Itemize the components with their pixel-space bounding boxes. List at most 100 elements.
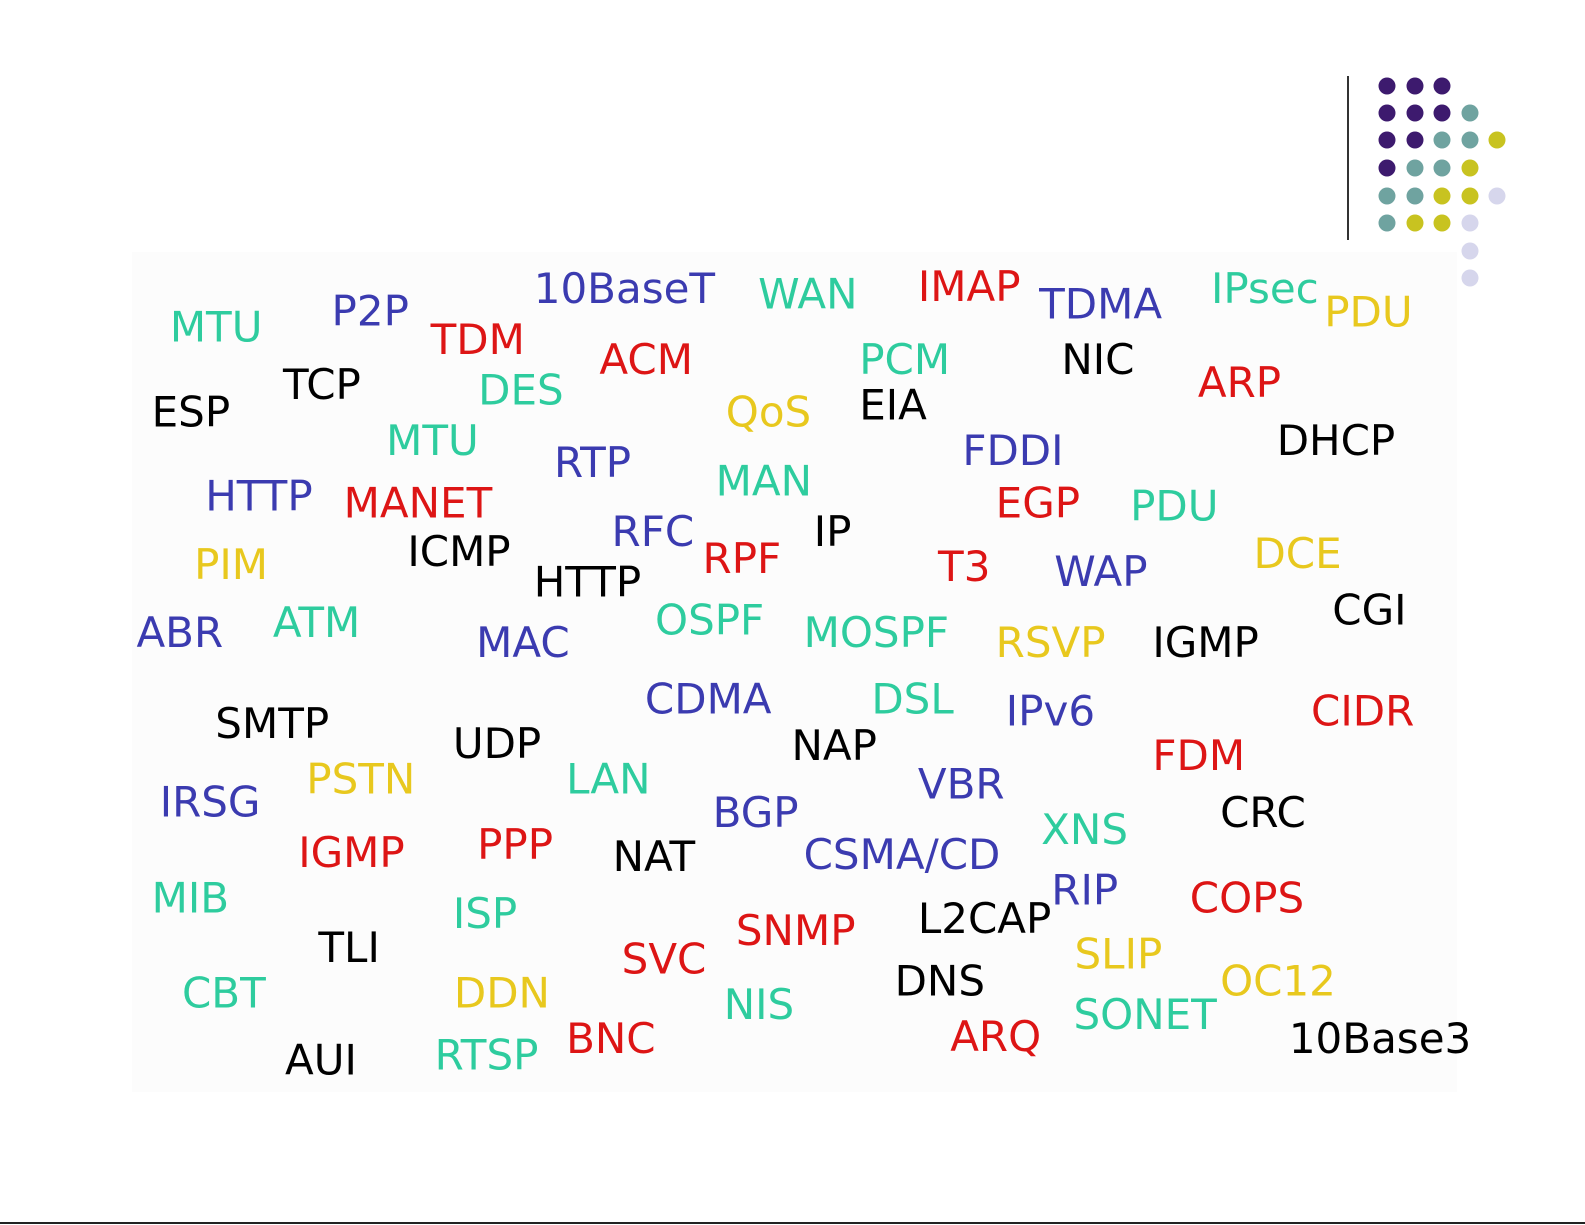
acronym: COPS [1190,874,1304,923]
dot [1378,104,1396,122]
acronym: AUI [285,1035,357,1084]
acronym: P2P [332,286,409,335]
acronym: DHCP [1277,416,1396,465]
acronym: IGMP [298,828,405,877]
acronym: CGI [1332,586,1406,635]
acronym: CSMA/CD [804,830,1001,879]
acronym: DNS [895,957,985,1006]
dot [1433,131,1451,149]
dot [1461,187,1479,205]
dot [1461,159,1479,177]
acronym: TDM [430,315,525,364]
acronym: RPF [703,534,782,583]
acronym: FDM [1152,731,1245,780]
dot-grid [1378,77,1506,287]
acronym: ICMP [407,527,510,576]
dot [1378,77,1396,95]
acronym: CIDR [1311,687,1414,736]
acronym: SNMP [736,906,856,955]
acronym: MIB [152,874,229,923]
acronym: TDMA [1038,279,1162,328]
dot [1378,214,1396,232]
dot [1461,242,1479,260]
acronym: CDMA [645,675,772,724]
acronym: NIC [1061,335,1134,384]
dot [1406,77,1424,95]
dot [1406,187,1424,205]
dot [1461,131,1479,149]
acronym: BGP [713,788,799,837]
acronym: SMTP [215,699,329,748]
acronym: CBT [182,969,266,1018]
acronym: QoS [726,388,811,437]
acronym: ATM [273,598,360,647]
acronym: T3 [937,542,990,591]
acronym: IGMP [1152,618,1259,667]
acronym: RSVP [996,618,1106,667]
acronym: MANET [344,478,493,527]
acronym: BNC [566,1014,656,1063]
dot [1406,104,1424,122]
dot [1406,159,1424,177]
dot [1461,214,1479,232]
word-panel [132,252,1457,1092]
dot [1461,104,1479,122]
acronym: HTTP [205,471,312,520]
acronym: DCE [1253,529,1341,578]
dot [1488,187,1506,205]
acronym: DDN [454,969,550,1018]
acronym: FDDI [962,426,1063,475]
acronym: TLI [317,923,379,972]
acronym: WAP [1054,547,1147,596]
dot [1433,104,1451,122]
acronym: PPP [477,820,553,869]
acronym: IRSG [160,778,261,827]
acronym: 10BaseT [534,264,716,313]
acronym: PDU [1130,482,1218,531]
acronym: DSL [871,675,954,724]
acronym: EIA [859,380,927,429]
acronym: DES [478,365,564,414]
acronym: IPsec [1211,264,1319,313]
acronym: RTSP [435,1030,539,1079]
acronym: MOSPF [804,608,949,657]
acronym: IMAP [918,262,1021,311]
acronym: VBR [918,759,1005,808]
acronym: CRC [1220,788,1306,837]
acronym: SVC [622,934,707,983]
acronym: PCM [859,335,950,384]
acronym: ARP [1198,358,1281,407]
acronym: XNS [1041,805,1128,854]
acronym: PIM [194,540,268,589]
acronym: ABR [136,608,223,657]
acronym: OC12 [1220,957,1336,1006]
dot [1433,214,1451,232]
acronym: IP [814,507,852,556]
acronym: TCP [282,360,361,409]
dot [1378,131,1396,149]
acronym: MTU [170,303,263,352]
acronym: MAN [716,456,812,505]
acronym: WAN [758,269,857,318]
acronym: ARQ [950,1012,1041,1061]
acronym: MAC [476,618,570,667]
acronym: RFC [612,507,695,556]
acronym: SLIP [1075,929,1163,978]
acronym: OSPF [655,596,764,645]
acronym: NAT [613,832,696,881]
acronym: UDP [453,719,541,768]
dot [1433,187,1451,205]
dot [1461,269,1479,287]
acronym: IPv6 [1006,687,1095,736]
dot [1488,131,1506,149]
acronym: L2CAP [918,894,1052,943]
acronym: MTU [386,416,479,465]
acronym: ACM [599,335,693,384]
dot [1406,214,1424,232]
acronym: SONET [1074,990,1218,1039]
acronym: PSTN [306,754,415,803]
acronym: LAN [566,754,651,803]
dot [1433,159,1451,177]
